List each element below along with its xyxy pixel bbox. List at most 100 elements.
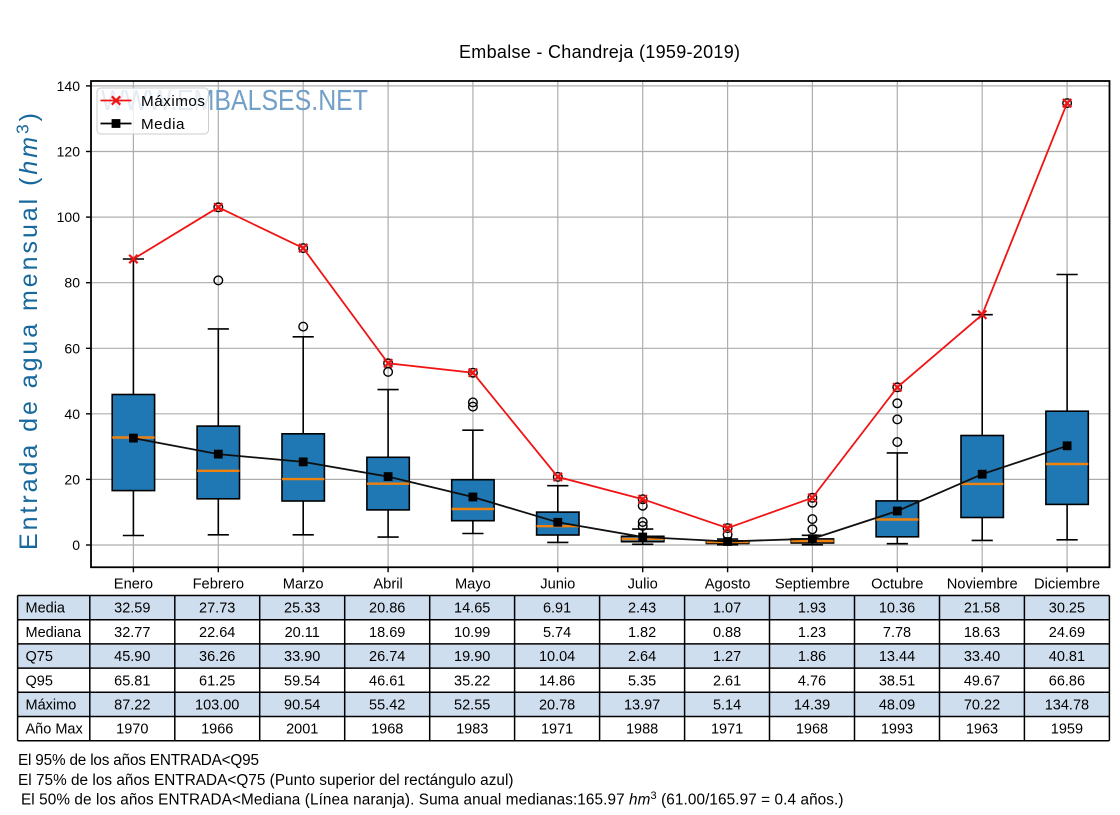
svg-text:5.14: 5.14 bbox=[713, 698, 741, 714]
svg-text:Máximos: Máximos bbox=[141, 93, 205, 110]
svg-text:Julio: Julio bbox=[628, 577, 658, 593]
svg-text:1971: 1971 bbox=[541, 722, 573, 738]
svg-text:120: 120 bbox=[57, 144, 81, 160]
svg-text:Mediana: Mediana bbox=[26, 625, 83, 641]
svg-text:20.86: 20.86 bbox=[369, 601, 405, 617]
svg-text:18.69: 18.69 bbox=[369, 625, 405, 641]
svg-text:134.78: 134.78 bbox=[1045, 698, 1089, 714]
svg-text:36.26: 36.26 bbox=[199, 649, 235, 665]
svg-text:10.04: 10.04 bbox=[539, 649, 575, 665]
svg-text:14.65: 14.65 bbox=[454, 601, 490, 617]
svg-text:33.40: 33.40 bbox=[964, 649, 1000, 665]
svg-text:1959: 1959 bbox=[1051, 722, 1083, 738]
svg-text:18.63: 18.63 bbox=[964, 625, 1000, 641]
svg-text:70.22: 70.22 bbox=[964, 698, 1000, 714]
svg-text:30.25: 30.25 bbox=[1049, 601, 1085, 617]
svg-text:1968: 1968 bbox=[371, 722, 403, 738]
svg-text:21.58: 21.58 bbox=[964, 601, 1000, 617]
svg-text:20.78: 20.78 bbox=[539, 698, 575, 714]
svg-text:49.67: 49.67 bbox=[964, 673, 1000, 689]
svg-text:2001: 2001 bbox=[286, 722, 318, 738]
svg-text:1968: 1968 bbox=[796, 722, 828, 738]
svg-text:20: 20 bbox=[64, 471, 80, 487]
svg-text:103.00: 103.00 bbox=[195, 698, 239, 714]
svg-text:25.33: 25.33 bbox=[284, 601, 320, 617]
svg-text:26.74: 26.74 bbox=[369, 649, 405, 665]
svg-text:2.61: 2.61 bbox=[713, 673, 741, 689]
svg-text:19.90: 19.90 bbox=[454, 649, 490, 665]
svg-text:Q75: Q75 bbox=[26, 649, 53, 665]
svg-text:El 50% de los años ENTRADA<Med: El 50% de los años ENTRADA<Mediana (Líne… bbox=[21, 790, 844, 809]
svg-text:24.69: 24.69 bbox=[1049, 625, 1085, 641]
svg-text:90.54: 90.54 bbox=[284, 698, 320, 714]
svg-text:Q95: Q95 bbox=[26, 673, 53, 689]
svg-text:48.09: 48.09 bbox=[879, 698, 915, 714]
svg-text:1971: 1971 bbox=[711, 722, 743, 738]
svg-text:1.27: 1.27 bbox=[713, 649, 741, 665]
svg-text:40.81: 40.81 bbox=[1049, 649, 1085, 665]
svg-text:1.07: 1.07 bbox=[713, 601, 741, 617]
svg-text:1.93: 1.93 bbox=[798, 601, 826, 617]
svg-text:87.22: 87.22 bbox=[114, 698, 150, 714]
svg-text:140: 140 bbox=[57, 78, 81, 94]
svg-text:45.90: 45.90 bbox=[114, 649, 150, 665]
svg-text:Octubre: Octubre bbox=[871, 577, 923, 593]
svg-text:32.59: 32.59 bbox=[114, 601, 150, 617]
svg-text:Septiembre: Septiembre bbox=[775, 577, 850, 593]
svg-text:2.64: 2.64 bbox=[628, 649, 656, 665]
svg-text:1983: 1983 bbox=[456, 722, 488, 738]
svg-text:1966: 1966 bbox=[201, 722, 233, 738]
svg-text:38.51: 38.51 bbox=[879, 673, 915, 689]
svg-text:1970: 1970 bbox=[116, 722, 148, 738]
svg-text:Enero: Enero bbox=[114, 577, 153, 593]
svg-text:14.39: 14.39 bbox=[794, 698, 830, 714]
svg-text:55.42: 55.42 bbox=[369, 698, 405, 714]
svg-text:El 75% de los años ENTRADA<Q75: El 75% de los años ENTRADA<Q75 (Punto su… bbox=[18, 772, 514, 789]
svg-text:40: 40 bbox=[64, 406, 80, 422]
svg-text:100: 100 bbox=[57, 209, 81, 225]
svg-text:33.90: 33.90 bbox=[284, 649, 320, 665]
svg-text:1.23: 1.23 bbox=[798, 625, 826, 641]
svg-text:1.82: 1.82 bbox=[628, 625, 656, 641]
svg-text:0: 0 bbox=[72, 537, 80, 553]
svg-text:0.88: 0.88 bbox=[713, 625, 741, 641]
svg-text:Junio: Junio bbox=[540, 577, 575, 593]
svg-text:1963: 1963 bbox=[966, 722, 998, 738]
svg-text:66.86: 66.86 bbox=[1049, 673, 1085, 689]
svg-text:1.86: 1.86 bbox=[798, 649, 826, 665]
svg-text:7.78: 7.78 bbox=[883, 625, 911, 641]
svg-text:El 95% de los años ENTRADA<Q95: El 95% de los años ENTRADA<Q95 bbox=[18, 752, 259, 769]
svg-text:Noviembre: Noviembre bbox=[947, 577, 1018, 593]
svg-text:Agosto: Agosto bbox=[705, 577, 751, 593]
svg-text:Media: Media bbox=[26, 601, 66, 617]
svg-text:46.61: 46.61 bbox=[369, 673, 405, 689]
svg-text:5.74: 5.74 bbox=[543, 625, 571, 641]
svg-text:22.64: 22.64 bbox=[199, 625, 235, 641]
svg-text:27.73: 27.73 bbox=[199, 601, 235, 617]
svg-text:80: 80 bbox=[64, 275, 80, 291]
svg-text:Embalse - Chandreja (1959-2019: Embalse - Chandreja (1959-2019) bbox=[459, 42, 740, 62]
svg-text:65.81: 65.81 bbox=[114, 673, 150, 689]
svg-text:Febrero: Febrero bbox=[193, 577, 244, 593]
svg-text:14.86: 14.86 bbox=[539, 673, 575, 689]
svg-text:20.11: 20.11 bbox=[285, 625, 320, 641]
svg-text:6.91: 6.91 bbox=[543, 601, 571, 617]
svg-text:Diciembre: Diciembre bbox=[1034, 577, 1100, 593]
svg-text:10.99: 10.99 bbox=[454, 625, 490, 641]
svg-text:61.25: 61.25 bbox=[199, 673, 235, 689]
svg-text:Media: Media bbox=[141, 116, 185, 133]
svg-text:Marzo: Marzo bbox=[283, 577, 324, 593]
svg-text:Abril: Abril bbox=[373, 577, 402, 593]
svg-text:35.22: 35.22 bbox=[454, 673, 490, 689]
svg-text:13.44: 13.44 bbox=[879, 649, 915, 665]
svg-text:32.77: 32.77 bbox=[114, 625, 150, 641]
svg-text:10.36: 10.36 bbox=[879, 601, 915, 617]
svg-text:1993: 1993 bbox=[881, 722, 913, 738]
svg-text:Año Max: Año Max bbox=[26, 722, 84, 738]
svg-text:59.54: 59.54 bbox=[284, 673, 320, 689]
svg-text:Mayo: Mayo bbox=[455, 577, 491, 593]
svg-text:13.97: 13.97 bbox=[624, 698, 660, 714]
svg-text:1988: 1988 bbox=[626, 722, 658, 738]
svg-text:Entrada de agua mensual (hm3): Entrada de agua mensual (hm3) bbox=[13, 113, 44, 550]
svg-text:5.35: 5.35 bbox=[628, 673, 656, 689]
